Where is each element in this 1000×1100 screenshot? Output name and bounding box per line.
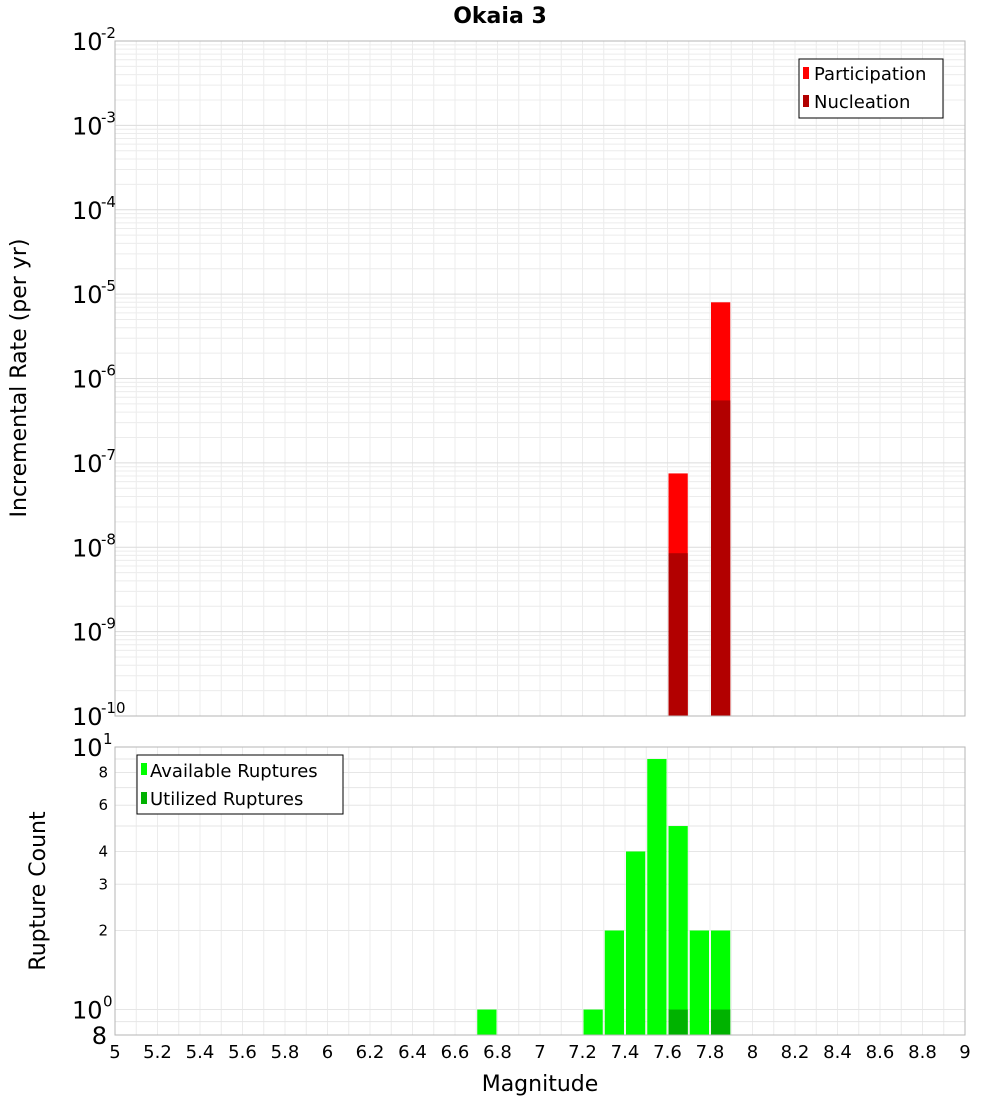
legend-swatch-available (141, 763, 147, 775)
x-tick-11: 7.2 (568, 1042, 597, 1063)
x-tick-labels: 5 5.2 5.4 5.6 5.8 6 6.2 6.4 6.6 6.8 7 7.2 7.4 7.6 7.8 8… (109, 1042, 970, 1063)
x-tick-1: 5.2 (143, 1042, 172, 1063)
x-tick-5: 6 (322, 1042, 333, 1063)
svg-text:-6: -6 (101, 362, 116, 380)
count-legend: Available Ruptures Utilized Ruptures (136, 754, 344, 815)
x-tick-7: 6.4 (398, 1042, 427, 1063)
available-ruptures-bar-5 (668, 826, 688, 1035)
count-y-minor-tick-2: 3 (98, 875, 108, 893)
legend-swatch-nucleation (803, 95, 809, 107)
available-ruptures-bar-3 (626, 851, 646, 1035)
svg-text:10: 10 (72, 703, 103, 731)
available-ruptures-bar-2 (604, 930, 624, 1035)
svg-text:-2: -2 (101, 24, 116, 42)
utilized-ruptures-bar-1 (711, 1009, 731, 1035)
rate-y-axis-label: Incremental Rate (per yr) (7, 239, 32, 518)
available-ruptures-bar-6 (689, 930, 709, 1035)
svg-text:1: 1 (103, 730, 113, 748)
x-tick-8: 6.6 (441, 1042, 470, 1063)
count-y-minor-tick-5: 8 (98, 763, 108, 781)
svg-text:-3: -3 (101, 108, 116, 126)
x-tick-14: 7.8 (696, 1042, 725, 1063)
x-tick-3: 5.6 (228, 1042, 257, 1063)
x-tick-18: 8.6 (866, 1042, 895, 1063)
nucleation-bar-0 (668, 553, 688, 716)
rate-y-tick-2: 10-8 (72, 530, 116, 562)
legend-swatch-utilized (141, 792, 147, 804)
rate-y-tick-3: 10-7 (72, 446, 116, 478)
rate-y-tick-6: 10-4 (72, 193, 116, 225)
legend-swatch-participation (803, 67, 809, 79)
rate-legend: Participation Nucleation (798, 58, 944, 119)
svg-text:-8: -8 (101, 530, 116, 548)
x-tick-16: 8.2 (781, 1042, 810, 1063)
x-tick-12: 7.4 (611, 1042, 640, 1063)
rate-bars (668, 302, 731, 716)
count-y-minor-tick-1: 2 (98, 922, 108, 940)
svg-text:0: 0 (103, 993, 113, 1011)
count-plot-border (114, 746, 966, 1036)
rate-grid (114, 41, 966, 717)
svg-text:10: 10 (72, 450, 103, 478)
count-y-minor-tick-4: 6 (98, 796, 108, 814)
count-y-minor-tick-0: 8 (92, 1022, 107, 1050)
available-ruptures-bar-4 (647, 759, 667, 1035)
count-y-major-tick-0: 10 0 (72, 993, 113, 1025)
rate-y-tick-5: 10-5 (72, 277, 116, 309)
nucleation-bar-1 (711, 400, 731, 716)
svg-text:10: 10 (72, 197, 103, 225)
x-tick-17: 8.4 (823, 1042, 852, 1063)
x-tick-20: 9 (959, 1042, 970, 1063)
count-y-axis-label: Rupture Count (26, 811, 51, 971)
x-tick-6: 6.2 (356, 1042, 385, 1063)
rate-y-tick-0: 10-10 (72, 699, 126, 731)
x-tick-15: 8 (747, 1042, 758, 1063)
x-tick-9: 6.8 (483, 1042, 512, 1063)
svg-text:10: 10 (72, 28, 103, 56)
count-y-minor-tick-3: 4 (98, 842, 108, 860)
rate-plot-border (114, 40, 966, 717)
svg-text:10: 10 (72, 112, 103, 140)
available-ruptures-bar-7 (711, 930, 731, 1035)
rate-y-tick-1: 10-9 (72, 615, 116, 647)
x-axis-label: Magnitude (482, 1072, 599, 1097)
x-tick-13: 7.6 (653, 1042, 682, 1063)
svg-text:10: 10 (72, 534, 103, 562)
svg-text:-5: -5 (101, 277, 116, 295)
available-ruptures-bar-0 (477, 1009, 497, 1035)
svg-text:10: 10 (72, 619, 103, 647)
x-tick-19: 8.8 (908, 1042, 937, 1063)
rate-y-tick-8: 10-2 (72, 24, 116, 56)
legend-label-nucleation: Nucleation (814, 92, 910, 113)
svg-text:-9: -9 (101, 615, 116, 633)
chart-title: Okaia 3 (453, 4, 547, 29)
legend-label-available: Available Ruptures (150, 761, 318, 782)
svg-text:10: 10 (72, 366, 103, 394)
utilized-ruptures-bar-0 (668, 1009, 688, 1035)
count-y-major-tick-1: 10 1 (72, 730, 113, 762)
available-ruptures-bar-1 (583, 1009, 603, 1035)
rate-y-tick-7: 10-3 (72, 108, 116, 140)
svg-text:-4: -4 (101, 193, 116, 211)
x-tick-0: 5 (109, 1042, 120, 1063)
x-tick-2: 5.4 (186, 1042, 215, 1063)
rate-y-tick-4: 10-6 (72, 362, 116, 394)
svg-text:10: 10 (72, 997, 103, 1025)
x-tick-10: 7 (534, 1042, 545, 1063)
legend-label-utilized: Utilized Ruptures (150, 789, 303, 810)
svg-text:-7: -7 (101, 446, 116, 464)
svg-text:10: 10 (72, 734, 103, 762)
svg-text:10: 10 (72, 281, 103, 309)
count-bars (477, 759, 731, 1035)
legend-label-participation: Participation (814, 64, 926, 85)
x-tick-4: 5.8 (271, 1042, 300, 1063)
svg-text:-10: -10 (101, 699, 126, 717)
